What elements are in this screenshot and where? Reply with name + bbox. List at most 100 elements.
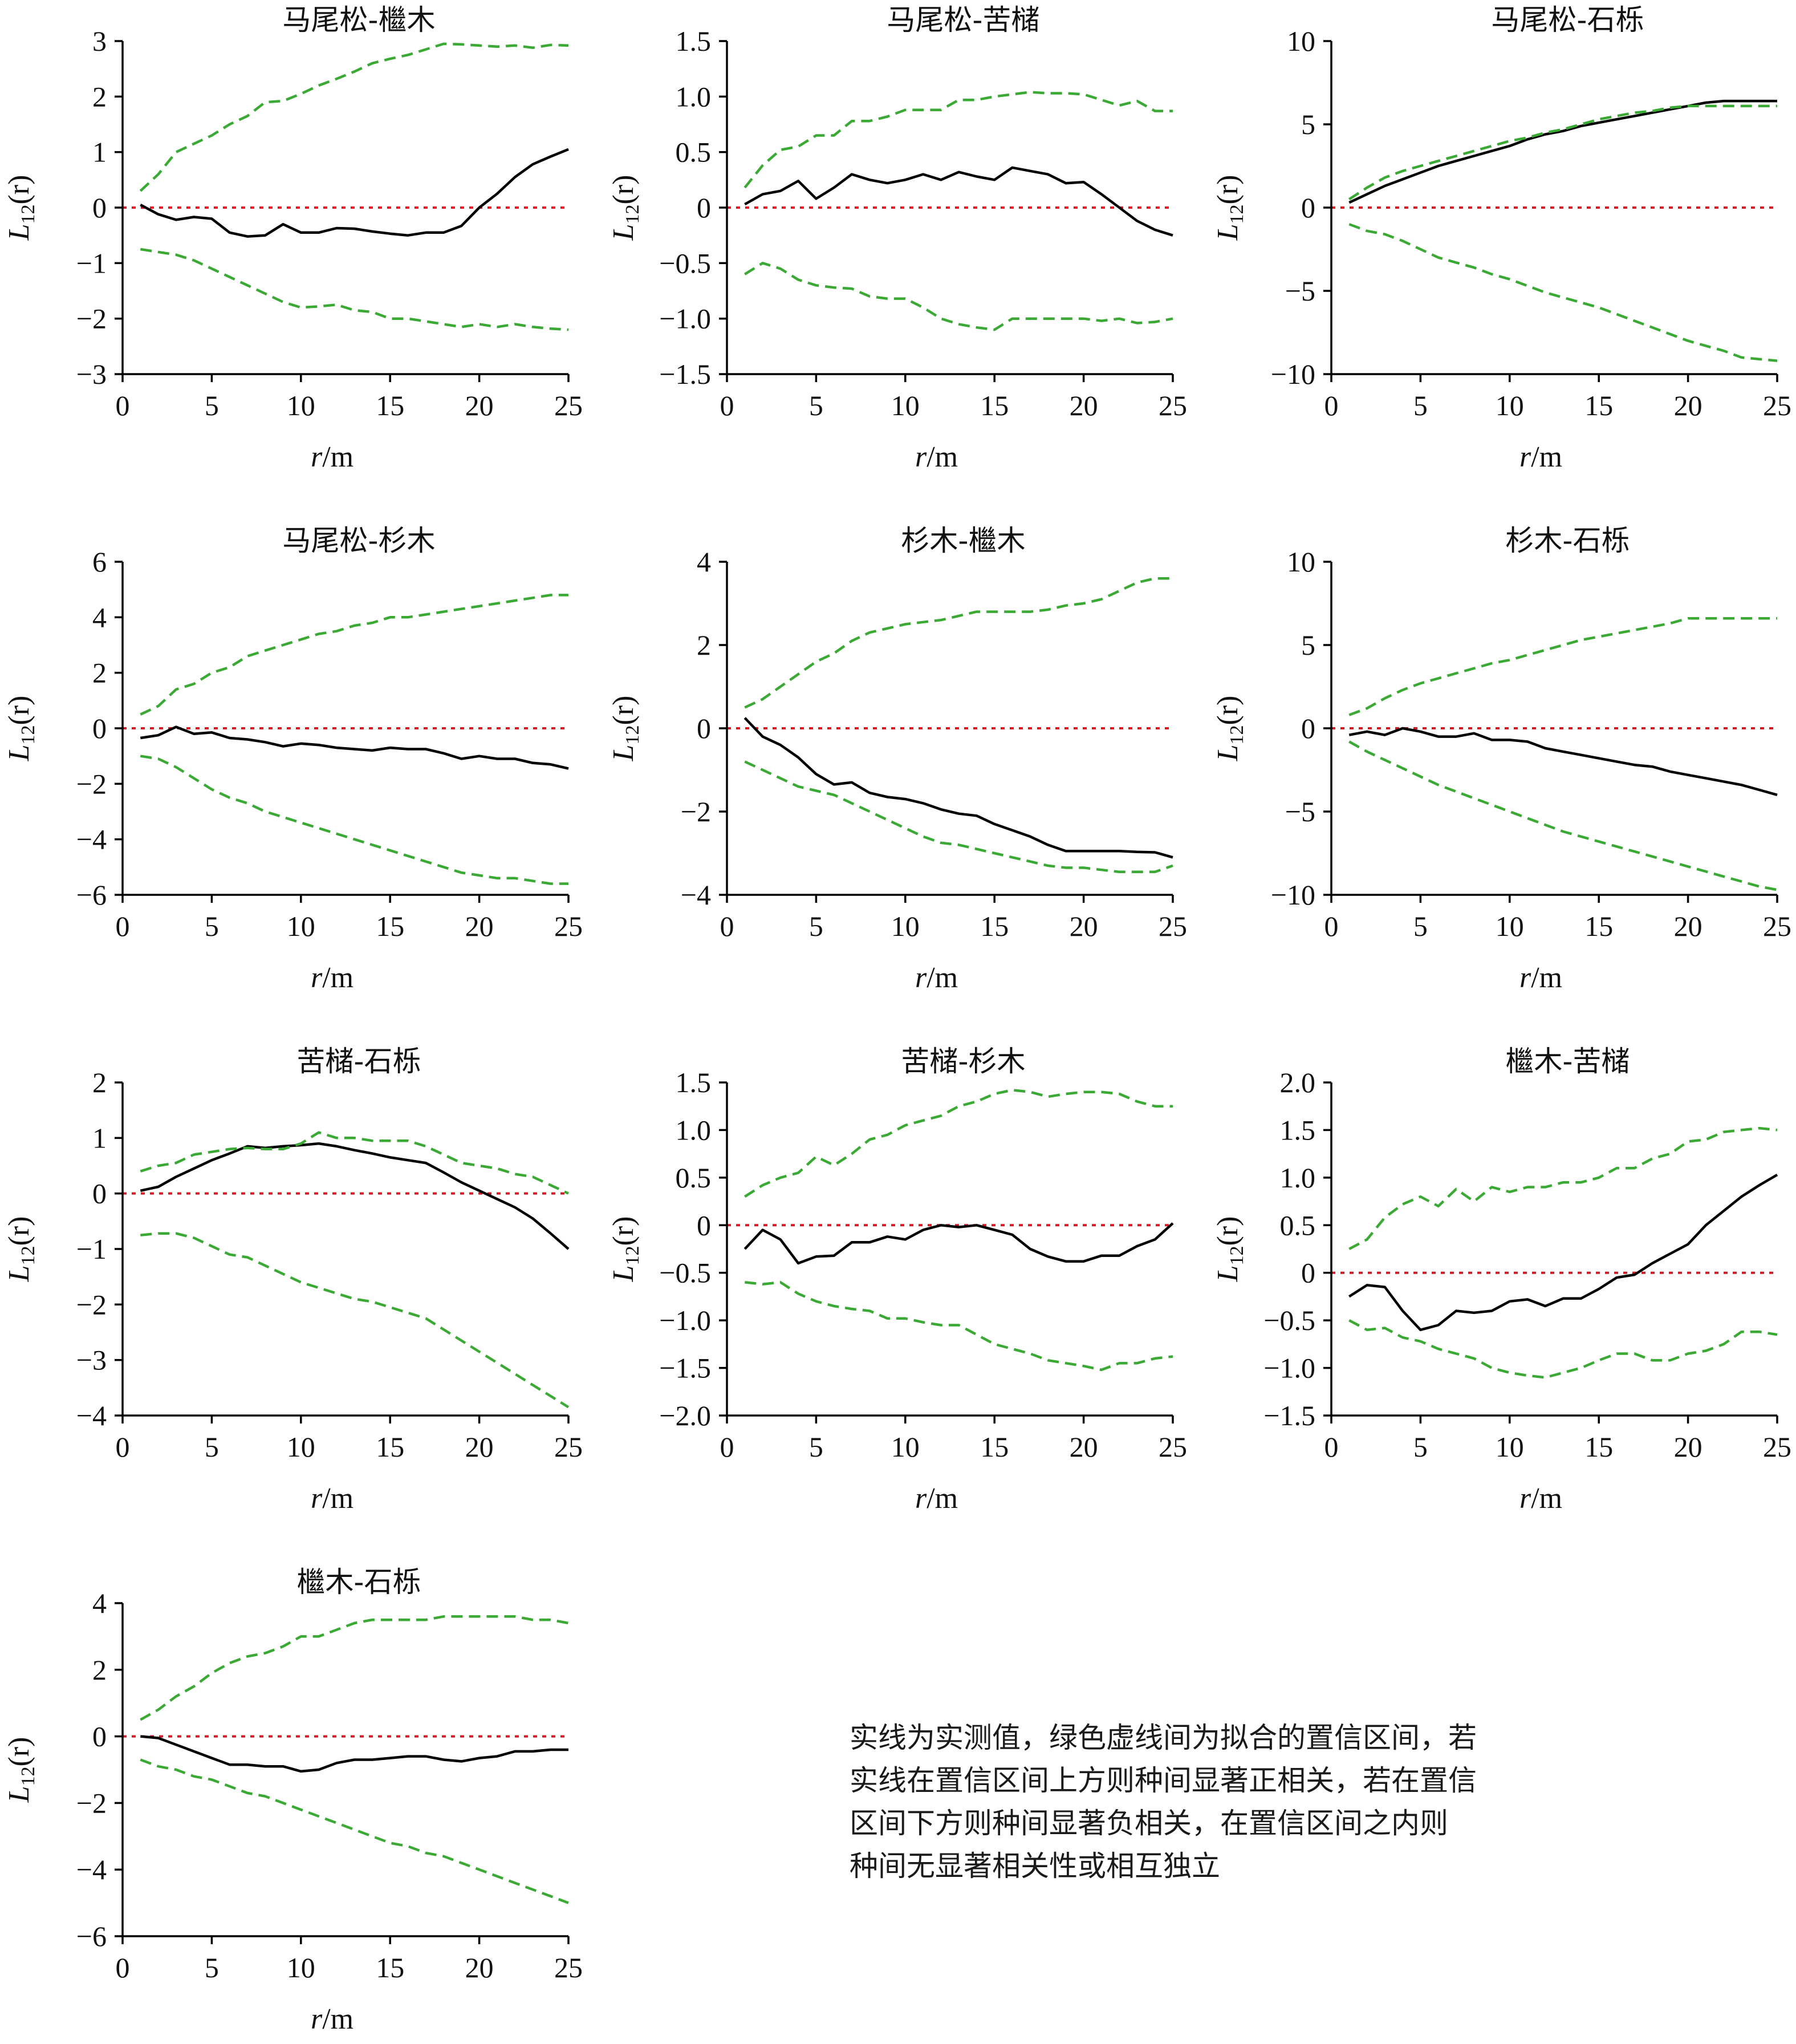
y-axis-label: L12(r) (1212, 696, 1248, 762)
chart-panel: 杉木-石栎 −10 −5 0 5 10 0 5 10 15 20 25 r/m L12(r) (1212, 524, 1791, 994)
y-tick-label: 0.5 (676, 136, 712, 168)
lower-envelope-line (1348, 1319, 1778, 1379)
upper-envelope-line (140, 1615, 569, 1721)
y-axis-label-sub: 12 (1226, 205, 1248, 224)
observed-line (1348, 727, 1778, 796)
x-tick-label: 5 (205, 390, 219, 421)
y-tick-label: −1.5 (659, 358, 711, 390)
lower-envelope-line (1348, 740, 1778, 891)
y-axis-label-sub: 12 (18, 1246, 39, 1266)
x-tick-label: 0 (116, 1952, 130, 1984)
y-axis-label: L12(r) (3, 175, 39, 241)
y-tick-label: 1 (92, 1122, 107, 1154)
lower-envelope-line (140, 1232, 570, 1409)
y-axis-label-main: L (607, 224, 640, 241)
y-tick-label: −4 (76, 1854, 107, 1885)
y-axis-label-main: L (607, 745, 640, 762)
y-tick-label: 0 (1301, 712, 1315, 744)
y-axis-label: L12(r) (1212, 175, 1248, 241)
y-axis-label: L12(r) (3, 696, 39, 762)
y-tick-label: −2 (76, 303, 107, 335)
y-axis-label-sub: 12 (18, 205, 39, 224)
y-tick-label: −4 (681, 879, 711, 911)
chart-panel: 马尾松-杉木 −6 −4 −2 0 2 4 6 0 5 10 15 20 25 r/m L12(r) (3, 524, 583, 994)
legend-note: 实线为实测值，绿色虚线间为拟合的置信区间，若 实线在置信区间上方则种间显著正相关… (850, 1717, 1648, 1888)
x-axis-label: r/m (311, 2003, 353, 2035)
y-tick-label: 0 (697, 1209, 711, 1241)
x-axis-label: r/m (311, 441, 353, 473)
y-axis-label-sub: 12 (18, 1767, 39, 1786)
y-tick-label: 0.5 (676, 1162, 712, 1194)
x-axis-label: r/m (311, 1482, 353, 1515)
x-axis-label-var: r (915, 1482, 927, 1515)
x-tick-label: 15 (376, 910, 404, 942)
chart-panel: 檵木-石栎 −6 −4 −2 0 2 4 0 5 10 15 20 25 r/m L12(r) (3, 1566, 583, 2035)
y-axis-label-sub: 12 (1226, 725, 1248, 745)
y-tick-label: −4 (76, 1400, 107, 1431)
legend-note-line: 种间无显著相关性或相互独立 (850, 1850, 1220, 1883)
lower-envelope-line (744, 760, 1173, 874)
y-tick-label: −3 (76, 1344, 107, 1376)
chart-title: 马尾松-石栎 (1491, 3, 1644, 36)
x-tick-label: 10 (891, 390, 920, 421)
upper-envelope-line (140, 1131, 569, 1195)
y-tick-label: −1.5 (1263, 1400, 1315, 1431)
x-tick-label: 20 (1070, 910, 1098, 942)
legend-note-line: 实线在置信区间上方则种间显著正相关，若在置信 (850, 1764, 1477, 1797)
y-axis-label-arg: (r) (1212, 175, 1244, 205)
y-tick-label: 2 (92, 657, 107, 689)
x-tick-label: 10 (891, 1431, 920, 1463)
y-tick-label: −5 (1285, 796, 1315, 828)
upper-envelope-line (140, 594, 568, 716)
upper-envelope-line (743, 91, 1173, 189)
y-tick-label: 0 (92, 1178, 107, 1210)
x-tick-label: 0 (1324, 1431, 1339, 1463)
upper-envelope-line (1348, 104, 1777, 201)
lower-envelope-line (140, 248, 569, 331)
y-tick-label: 0 (1301, 192, 1315, 224)
x-tick-label: 0 (116, 910, 130, 942)
x-axis-label: r/m (1519, 441, 1562, 473)
y-tick-label: −10 (1271, 879, 1315, 911)
x-tick-label: 25 (554, 390, 583, 421)
x-axis-label-var: r (1519, 962, 1531, 994)
chart-panel: 杉木-檵木 −4 −2 0 2 4 0 5 10 15 20 25 r/m L12(r) (607, 524, 1187, 994)
legend-note-line: 实线为实测值，绿色虚线间为拟合的置信区间，若 (850, 1721, 1477, 1754)
x-tick-label: 5 (205, 910, 219, 942)
x-axis-label-var: r (311, 962, 323, 994)
y-axis-label-main: L (1212, 1266, 1244, 1283)
legend-note-line: 区间下方则种间显著负相关，在置信区间之内则 (850, 1807, 1448, 1840)
upper-envelope-line (744, 1089, 1173, 1198)
y-tick-label: 0 (697, 712, 711, 744)
y-axis-label-main: L (3, 1266, 35, 1283)
x-tick-label: 20 (1674, 390, 1702, 421)
y-tick-label: 5 (1301, 108, 1315, 140)
x-tick-label: 25 (1763, 1431, 1791, 1463)
observed-line (1348, 99, 1777, 204)
observed-line (140, 725, 569, 770)
chart-panel: 马尾松-石栎 −10 −5 0 5 10 0 5 10 15 20 25 r/m L12(r) (1212, 3, 1791, 473)
upper-envelope-line (1348, 617, 1777, 716)
lower-envelope-line (140, 755, 568, 885)
y-tick-label: 2 (697, 629, 711, 661)
upper-envelope-line (139, 42, 569, 192)
x-tick-label: 25 (1763, 390, 1791, 421)
x-tick-label: 15 (980, 390, 1009, 421)
x-tick-label: 5 (809, 1431, 823, 1463)
lower-envelope-line (744, 262, 1173, 331)
x-axis-label: r/m (1519, 962, 1562, 994)
x-axis-label: r/m (915, 441, 958, 473)
y-axis-label: L12(r) (607, 175, 643, 241)
y-tick-label: −0.5 (1263, 1304, 1315, 1336)
y-tick-label: 2 (92, 80, 107, 112)
y-tick-label: 10 (1287, 546, 1315, 578)
y-axis-label-sub: 12 (622, 205, 643, 224)
chart-title: 马尾松-檵木 (282, 3, 435, 36)
y-tick-label: −1 (76, 1233, 107, 1265)
x-tick-label: 15 (980, 1431, 1009, 1463)
y-tick-label: −6 (76, 879, 107, 911)
y-axis-label-sub: 12 (622, 1246, 643, 1266)
upper-envelope-line (744, 577, 1173, 709)
x-tick-label: 25 (554, 910, 583, 942)
